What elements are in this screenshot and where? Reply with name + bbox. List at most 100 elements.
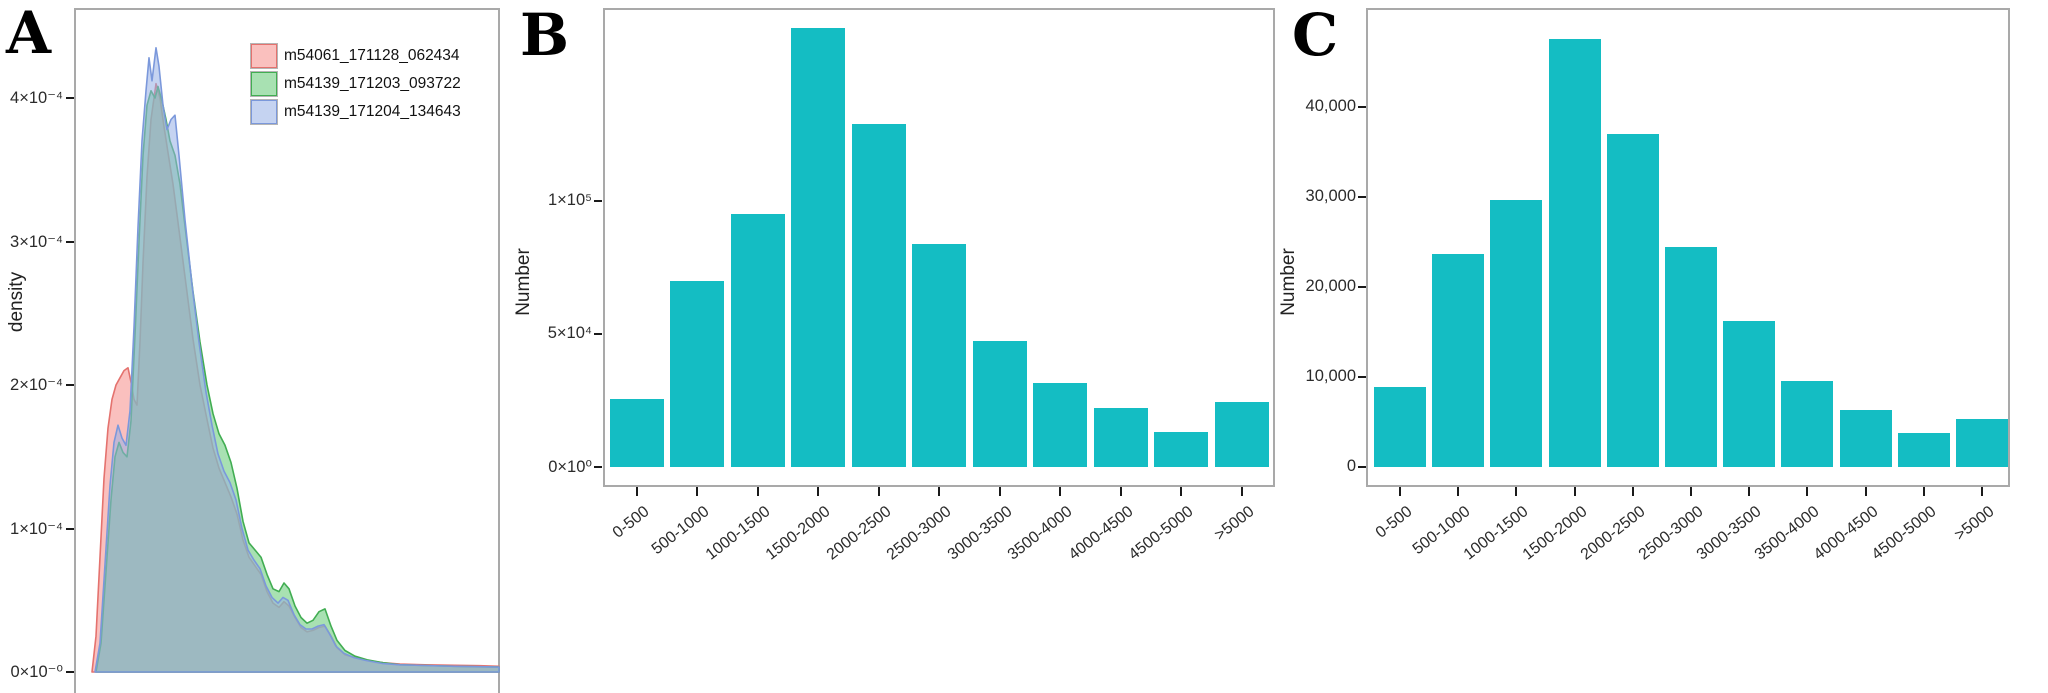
- x-axis-tick-label: 3000-3500: [1693, 503, 1765, 564]
- y-axis-tick: [66, 384, 74, 386]
- y-axis-tick: [1358, 375, 1366, 378]
- x-axis-tick: [1059, 487, 1062, 496]
- x-axis-tick: [1399, 487, 1401, 496]
- legend-key-swatch: [251, 100, 277, 124]
- panel-a-y-axis-title: density: [6, 271, 27, 333]
- legend-item-label: m54139_171204_134643: [284, 103, 461, 120]
- y-axis-tick: [66, 97, 74, 99]
- y-axis-tick: [594, 466, 602, 468]
- legend-item-label: m54061_171128_062434: [284, 47, 460, 64]
- x-axis-tick: [1515, 487, 1518, 496]
- histogram-bar: [1214, 401, 1269, 467]
- y-axis-tick-label: 0: [1346, 457, 1356, 475]
- y-axis-tick-label: 30,000: [1305, 186, 1356, 205]
- histogram-bar: [1374, 386, 1426, 467]
- x-axis-tick: [1631, 487, 1634, 496]
- y-axis-tick-label: 0×10⁰: [548, 458, 592, 476]
- y-axis-tick-label: 4×10⁻⁴: [10, 89, 63, 107]
- x-axis-tick: [1922, 487, 1925, 496]
- histogram-bar: [851, 123, 906, 467]
- x-axis-tick-label: 1500-2000: [763, 503, 834, 564]
- x-axis-tick-label: 4000-4500: [1810, 503, 1882, 564]
- legend-item-label: m54139_171203_093722: [284, 75, 461, 92]
- x-axis-tick: [1690, 487, 1692, 496]
- x-axis-tick-label: 2000-2500: [823, 503, 895, 564]
- y-axis-tick-label: 10,000: [1305, 366, 1356, 385]
- density-curve: [94, 47, 500, 673]
- x-axis-tick: [1573, 487, 1576, 496]
- legend-key-swatch: [251, 72, 277, 96]
- histogram-bar: [610, 399, 664, 467]
- y-axis-tick: [594, 333, 602, 335]
- histogram-bar: [1606, 133, 1659, 467]
- x-axis-tick: [1457, 487, 1460, 496]
- x-axis-tick: [1240, 487, 1243, 496]
- x-axis-tick: [1864, 487, 1867, 496]
- histogram-bar: [1490, 200, 1543, 467]
- x-axis-tick-label: 3500-4000: [1004, 503, 1076, 564]
- y-axis-tick-label: 3×10⁻⁴: [10, 232, 63, 251]
- y-axis-tick-label: 20,000: [1305, 276, 1356, 295]
- y-axis-tick-label: 1×10⁻⁴: [10, 519, 63, 538]
- x-axis-tick: [756, 487, 759, 496]
- x-axis-tick: [1748, 487, 1751, 496]
- histogram-bar: [1956, 419, 2008, 467]
- y-axis-tick: [66, 527, 74, 530]
- x-axis-tick: [696, 487, 699, 496]
- x-axis-tick-label: >5000: [1951, 503, 1998, 545]
- x-axis-tick: [1981, 487, 1983, 496]
- x-axis-tick-label: 1000-1500: [1461, 503, 1532, 564]
- y-axis-tick-label: 40,000: [1305, 96, 1356, 115]
- x-axis-tick-label: 3000-3500: [944, 503, 1016, 564]
- legend: m54061_171128_062434 m54139_171203_093722…: [251, 44, 461, 124]
- x-axis-tick-label: 4000-4500: [1065, 503, 1137, 564]
- panel-a-letter: A: [6, 0, 52, 67]
- x-axis-tick-label: 4500-5000: [1125, 503, 1197, 564]
- histogram-bar: [1093, 408, 1148, 467]
- x-axis-tick: [1119, 487, 1122, 496]
- histogram-bar: [1548, 39, 1601, 467]
- x-axis-tick-label: 0-500: [609, 503, 653, 542]
- histogram-bar: [670, 280, 725, 467]
- x-axis-tick: [877, 487, 880, 496]
- histogram-bar: [1154, 432, 1209, 467]
- y-axis-tick-label: 0×10⁻⁰: [10, 663, 64, 681]
- panel-b-y-axis-title: Number: [513, 248, 534, 316]
- x-axis-tick: [636, 487, 638, 496]
- histogram-bar: [1781, 380, 1834, 467]
- histogram-bar: [1897, 432, 1950, 467]
- histogram-bar: [1723, 321, 1776, 467]
- x-axis-tick-label: 3500-4000: [1752, 503, 1823, 564]
- histogram-bar: [730, 214, 785, 467]
- x-axis-tick-label: 1000-1500: [702, 503, 774, 564]
- y-axis-tick: [1358, 105, 1366, 108]
- x-axis-tick-label: 1500-2000: [1519, 503, 1591, 564]
- y-axis-tick: [1358, 285, 1366, 288]
- histogram-bar: [1432, 254, 1485, 467]
- density-plot: [91, 47, 500, 673]
- legend-key-swatch: [251, 44, 277, 68]
- x-axis-tick-label: >5000: [1211, 503, 1257, 545]
- y-axis-tick-label: 2×10⁻⁴: [10, 376, 63, 394]
- x-axis-tick-label: 0-500: [1372, 503, 1416, 542]
- x-axis-tick: [1180, 487, 1183, 496]
- y-axis-tick: [1358, 466, 1366, 468]
- panel-c-letter: C: [1292, 1, 1339, 69]
- x-axis-tick: [938, 487, 941, 496]
- x-axis-tick-label: 2500-3000: [883, 503, 955, 564]
- y-axis-tick: [594, 200, 602, 202]
- panel-b-letter: B: [520, 1, 570, 69]
- histogram-bar: [1665, 247, 1717, 467]
- x-axis-tick: [1806, 487, 1809, 496]
- y-axis-tick: [1358, 195, 1366, 198]
- histogram-bar: [972, 340, 1027, 467]
- x-axis-tick: [998, 487, 1001, 496]
- legend-item: m54139_171203_093722: [251, 72, 461, 96]
- y-axis-tick-label: 1×10⁵: [547, 191, 592, 209]
- legend-item: m54061_171128_062434: [251, 44, 461, 68]
- x-axis-tick: [817, 487, 820, 496]
- y-axis-tick: [66, 671, 74, 673]
- histogram-bar: [912, 243, 967, 467]
- histogram-bar: [1839, 410, 1892, 467]
